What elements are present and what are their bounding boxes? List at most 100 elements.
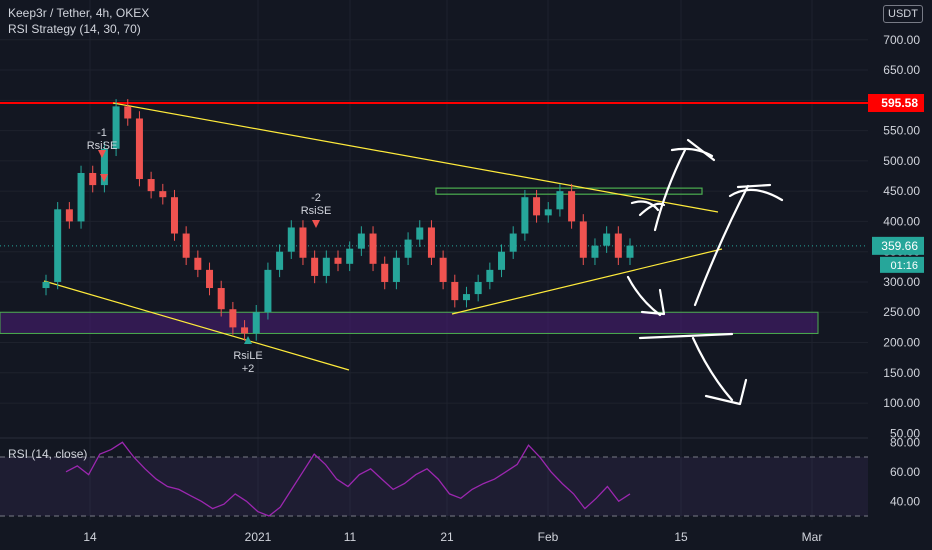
candle: [252, 312, 260, 334]
hand-drawn-arrow: [686, 138, 716, 162]
candle: [322, 257, 330, 276]
hand-drawn-arrow: [736, 183, 772, 189]
candle: [533, 197, 541, 216]
sell-arrow-icon: [98, 150, 106, 158]
rsi-series: [65, 441, 631, 517]
candle: [591, 245, 599, 258]
hand-drawn-arrow: [670, 147, 714, 158]
candle: [42, 281, 50, 289]
trendline: [43, 280, 350, 371]
candle: [100, 148, 108, 186]
candle: [54, 209, 62, 282]
candle: [287, 227, 295, 252]
candle: [89, 172, 97, 186]
candle: [334, 257, 342, 264]
candle: [135, 118, 143, 180]
buy-signal-label: +2: [242, 363, 255, 375]
candle: [509, 233, 517, 252]
candle: [392, 257, 400, 282]
chart-title: Keep3r / Tether, 4h, OKEX: [8, 6, 150, 20]
hand-drawn-arrow: [653, 148, 687, 232]
rsi-tick-label: 60.00: [890, 465, 920, 479]
candle: [369, 233, 377, 264]
time-tick-label: 11: [344, 530, 357, 544]
candle: [299, 227, 307, 258]
candle: [170, 197, 178, 234]
candle: [264, 269, 272, 313]
candle: [77, 172, 85, 222]
candlestick-series: [42, 99, 634, 341]
candle: [124, 106, 132, 119]
price-tick-label: 200.00: [883, 336, 920, 350]
strategy-label: RSI Strategy (14, 30, 70): [8, 22, 141, 36]
rsi-band: [0, 457, 868, 516]
candle: [568, 191, 576, 222]
currency-badge[interactable]: USDT: [883, 5, 923, 23]
price-tick-label: 700.00: [883, 33, 920, 47]
hand-drawn-arrow: [704, 378, 748, 406]
chart-grid: [0, 0, 868, 520]
price-tick-label: 50.00: [890, 426, 920, 440]
candle: [194, 257, 202, 270]
time-tick-label: Feb: [538, 530, 559, 544]
rsi-line: [65, 441, 631, 517]
chart-axes: 700.00650.00600.00550.00500.00450.00400.…: [83, 33, 924, 544]
price-tick-label: 400.00: [883, 214, 920, 228]
time-tick-label: 14: [83, 530, 97, 544]
hand-drawn-arrow: [626, 275, 662, 317]
candle: [556, 191, 564, 210]
candle: [427, 227, 435, 258]
candle: [544, 209, 552, 216]
current-price-text: 359.66: [881, 239, 918, 253]
candle: [626, 245, 634, 258]
candle: [451, 281, 459, 301]
sell-arrow-icon: [312, 220, 320, 228]
candle: [486, 269, 494, 282]
hand-drawn-arrow: [728, 188, 784, 202]
sell-signal-label: RsiSE: [301, 205, 332, 217]
time-tick-label: 15: [674, 530, 688, 544]
candle: [439, 257, 447, 282]
countdown-text: 01:16: [890, 260, 918, 272]
candle: [498, 251, 506, 270]
support-zone: [0, 311, 819, 334]
candle: [404, 239, 412, 258]
candle: [474, 281, 482, 295]
hand-drawn-arrow: [693, 184, 750, 307]
chart-lines: [0, 102, 868, 371]
current-price-badge: [872, 236, 924, 255]
hand-drawn-arrow: [630, 200, 660, 212]
price-tick-label: 650.00: [883, 63, 920, 77]
candle: [229, 309, 237, 328]
candle: [241, 327, 249, 334]
hand-drawn-arrow: [640, 288, 666, 316]
sell-arrow-icon: [100, 174, 108, 182]
hand-drawn-arrow: [638, 332, 734, 340]
candle: [603, 233, 611, 246]
time-tick-label: Mar: [802, 530, 823, 544]
trendline: [451, 248, 723, 315]
candle: [521, 197, 529, 234]
candle: [357, 233, 365, 249]
price-tick-label: 500.00: [883, 154, 920, 168]
price-tick-label: 100.00: [883, 396, 920, 410]
candle: [462, 294, 470, 301]
chart-zones: [0, 187, 868, 517]
candle: [346, 248, 354, 264]
candle: [614, 233, 622, 258]
candle: [182, 233, 190, 258]
candle: [579, 221, 587, 258]
hand-drawn-arrow: [691, 336, 734, 402]
candle: [276, 251, 284, 270]
rsi-tick-label: 40.00: [890, 494, 920, 508]
time-tick-label: 21: [440, 530, 454, 544]
trendline: [112, 102, 719, 213]
candle: [65, 209, 73, 222]
resistance-price-text: 595.58: [881, 96, 918, 110]
price-tick-label: 450.00: [883, 184, 920, 198]
candle: [217, 288, 225, 310]
rsi-label: RSI (14, close): [8, 447, 88, 461]
candle: [147, 179, 155, 192]
